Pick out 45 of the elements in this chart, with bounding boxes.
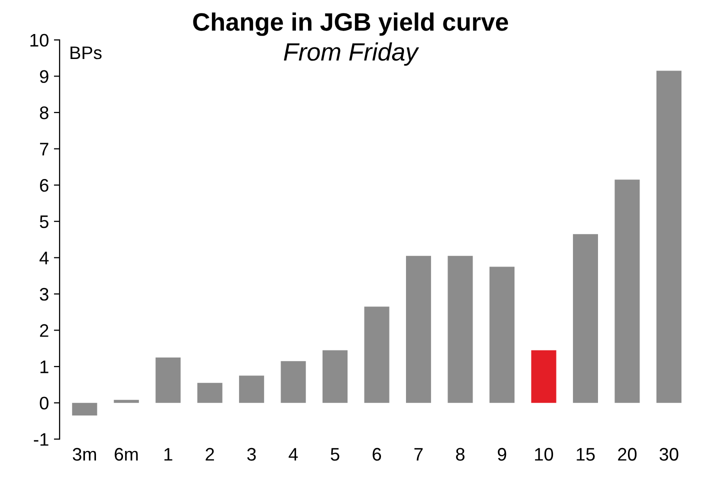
x-tick-label: 6 xyxy=(372,448,382,461)
bar xyxy=(406,256,432,403)
chart-title: Change in JGB yield curve xyxy=(193,12,508,36)
y-tick-label: 3 xyxy=(40,288,48,301)
bar xyxy=(114,400,139,403)
x-tick-label: 1 xyxy=(164,448,172,461)
x-tick-label: 3m xyxy=(72,448,96,461)
bar xyxy=(572,234,598,403)
bar xyxy=(280,361,306,403)
bar xyxy=(322,350,348,403)
bar xyxy=(656,70,682,403)
bar xyxy=(531,350,556,403)
x-tick-label: 4 xyxy=(288,448,298,461)
y-tick-label: 6 xyxy=(40,179,48,192)
y-axis-title: BPs xyxy=(70,46,102,60)
y-tick-label: 7 xyxy=(40,142,48,156)
x-tick-label: 6m xyxy=(114,448,138,461)
bar xyxy=(614,180,640,403)
x-tick-label: 20 xyxy=(618,448,637,461)
x-tick-label: 30 xyxy=(660,448,678,461)
x-tick-label: 7 xyxy=(414,448,423,461)
bar xyxy=(239,376,264,403)
x-tick-label: 15 xyxy=(576,448,595,461)
y-tick-label: 0 xyxy=(40,396,48,410)
y-tick-label: 5 xyxy=(40,215,48,228)
x-tick-label: 3 xyxy=(247,448,256,461)
y-tick-label: 1 xyxy=(40,360,48,374)
x-tick-label: 9 xyxy=(498,448,506,461)
y-tick-label: -1 xyxy=(34,433,48,446)
y-tick-label: 2 xyxy=(40,324,48,337)
y-tick-label: 10 xyxy=(30,34,48,47)
x-tick-label: 5 xyxy=(330,448,340,461)
bar xyxy=(156,357,181,403)
bar xyxy=(364,306,390,403)
bar xyxy=(489,266,515,403)
x-tick-label: 8 xyxy=(456,448,464,461)
bar xyxy=(72,402,98,416)
x-tick-label: 2 xyxy=(206,448,214,461)
chart-subtitle: From Friday xyxy=(284,42,420,66)
bar xyxy=(448,256,473,403)
y-tick-label: 8 xyxy=(40,106,48,120)
y-tick-label: 9 xyxy=(40,70,48,83)
bar xyxy=(197,382,222,403)
x-tick-label: 10 xyxy=(535,448,554,461)
y-tick-label: 4 xyxy=(40,252,49,264)
